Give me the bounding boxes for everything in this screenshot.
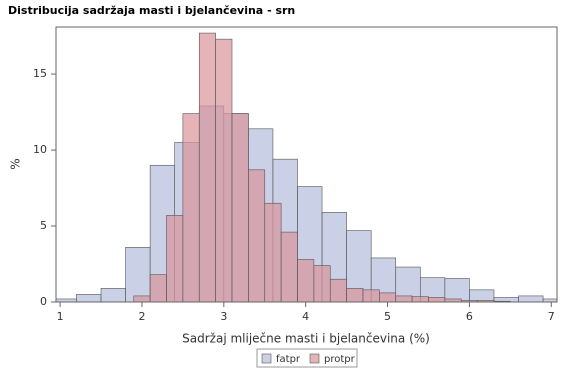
x-tick-label: 7 xyxy=(548,310,555,323)
x-tick-label: 5 xyxy=(384,310,391,323)
bar xyxy=(428,297,446,302)
bar xyxy=(182,113,200,302)
bar xyxy=(362,289,380,302)
bar xyxy=(76,294,102,302)
legend xyxy=(256,348,358,368)
y-tick-label: 15 xyxy=(33,67,47,80)
y-tick-label: 5 xyxy=(40,219,47,232)
bar xyxy=(542,298,557,302)
bar xyxy=(313,265,331,302)
bar xyxy=(469,289,495,302)
legend-label: protpr xyxy=(324,354,356,365)
y-axis-label: % xyxy=(9,158,23,169)
plot-bars xyxy=(56,32,557,302)
bar xyxy=(444,278,470,302)
bar xyxy=(133,295,151,302)
bar xyxy=(518,295,544,302)
bar xyxy=(264,202,282,302)
x-tick-label: 3 xyxy=(220,310,227,323)
y-tick-label: 0 xyxy=(40,295,47,308)
bar xyxy=(395,295,413,302)
legend-label: fatpr xyxy=(276,354,301,365)
bar xyxy=(329,278,347,302)
chart-title: Distribucija sadržaja masti i bjelančevi… xyxy=(8,4,295,17)
x-axis-label: Sadržaj mliječne masti i bjelančevina (%… xyxy=(182,332,430,346)
bar xyxy=(125,247,151,302)
bar xyxy=(215,38,233,302)
bar xyxy=(166,215,184,302)
plot-frame xyxy=(55,26,558,303)
bar xyxy=(297,259,315,302)
bar xyxy=(100,288,126,302)
x-tick-label: 4 xyxy=(302,310,309,323)
x-tick-label: 1 xyxy=(57,310,64,323)
x-tick-label: 2 xyxy=(138,310,145,323)
bar xyxy=(411,296,429,302)
y-tick-label: 10 xyxy=(33,143,47,156)
legend-swatch xyxy=(261,353,272,364)
bar xyxy=(149,274,167,302)
bar xyxy=(346,288,364,302)
bar xyxy=(198,32,216,302)
bar xyxy=(379,292,397,302)
bar xyxy=(248,169,266,302)
legend-swatch xyxy=(309,353,320,364)
x-tick-label: 6 xyxy=(466,310,473,323)
bar xyxy=(231,113,249,302)
bar xyxy=(280,231,298,302)
